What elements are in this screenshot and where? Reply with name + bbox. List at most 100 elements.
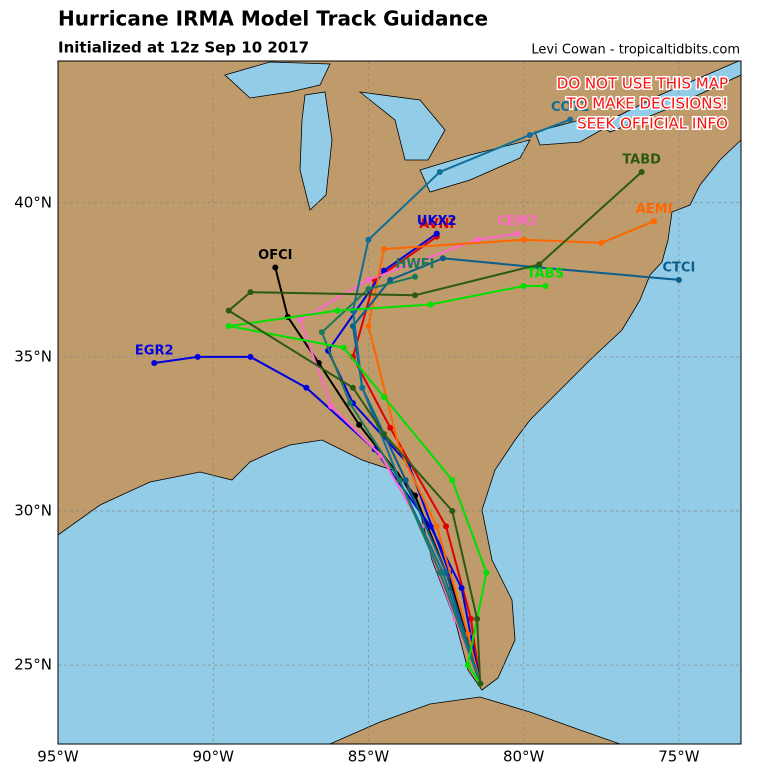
subtitle: Initialized at 12z Sep 10 2017 [58,39,309,57]
ocean [58,139,741,744]
track-point [675,276,682,283]
warning-line: TO MAKE DECISIONS! [566,95,728,113]
basemap [58,61,741,744]
track-point [151,360,158,367]
track-point [567,116,574,123]
track-point [387,424,394,431]
track-point [477,680,484,687]
model-label: AVNI [419,217,454,232]
track-point [380,430,387,437]
track-point [356,421,363,428]
y-tick-label: 30°N [14,501,52,519]
track-point [365,286,372,293]
x-tick-label: 80°W [503,748,545,766]
track-point [638,168,645,175]
track-point [340,344,347,351]
warning-line: SEEK OFFICIAL INFO [577,115,728,133]
track-point [598,239,605,246]
track-point [365,276,372,283]
model-label: COT2 [551,100,590,115]
track-point [346,400,353,407]
track-point [272,264,279,271]
y-tick-label: 35°N [14,347,52,365]
x-tick-label: 95°W [37,748,79,766]
track-point [467,615,474,622]
track-point [439,255,446,262]
track-point [396,477,403,484]
warning-line: DO NOT USE THIS MAP [557,75,728,93]
model-label: UKX2 [417,214,457,229]
x-tick-label: 75°W [658,748,700,766]
lake-erie [419,139,531,193]
lake-superior [224,61,331,99]
track-point [225,307,232,314]
y-tick-label: 25°N [14,656,52,674]
model-label: CEM2 [497,214,537,229]
track-point [436,569,443,576]
title: Hurricane IRMA Model Track Guidance [58,7,488,31]
x-tick-label: 90°W [193,748,235,766]
model-label: TABS [527,266,564,281]
track-point [380,267,387,274]
track-point [427,523,434,530]
track-point [402,477,409,484]
model-label: AEMI [636,202,673,217]
track-point [542,282,549,289]
track-point [303,384,310,391]
track-point [433,230,440,237]
warning: DO NOT USE THIS MAP TO MAKE DECISIONS! SEE… [555,73,729,134]
track-point [651,218,658,225]
model-label: HWFI [396,257,435,272]
track-point [365,236,372,243]
track-point [349,384,356,391]
track-point [318,329,325,336]
track-point [443,523,450,530]
track-point [359,384,366,391]
track-point [520,236,527,243]
grid: 95°W 90°W 85°W 80°W 75°W 25°N 30°N 35°N 40°N [14,61,741,766]
track-point [526,131,533,138]
track-point [483,569,490,576]
model-label: OFCI [258,248,292,263]
track-line [227,171,643,684]
track-point [427,301,434,308]
track-point [247,353,254,360]
track-point [514,230,521,237]
track-point [247,289,254,296]
track-point [365,323,372,330]
track-point [225,323,232,330]
model-label: CTCI [663,260,696,275]
cuba [329,696,621,744]
track-point [387,276,394,283]
track-line [154,355,482,684]
y-tick-label: 40°N [14,193,52,211]
track-point [474,615,481,622]
track-point [520,282,527,289]
track-point [334,307,341,314]
track-point [412,273,419,280]
track-point [449,477,456,484]
track-point [436,168,443,175]
track-point [458,585,465,592]
track-point [380,246,387,253]
frame [57,60,742,745]
lake-ontario [534,119,606,146]
credit: Levi Cowan - tropicaltidbits.com [531,43,740,58]
track-point [449,507,456,514]
model-label: TABD [622,152,661,167]
lake-huron [358,91,446,161]
track-point [328,403,335,410]
track-point [297,316,304,323]
track-point [433,523,440,530]
track-point [474,236,481,243]
x-tick-label: 85°W [348,748,390,766]
track-point [536,261,543,268]
track-point [412,292,419,299]
track-point [194,353,201,360]
track-point [380,393,387,400]
track-point [464,662,471,669]
model-label: EGR2 [135,344,174,359]
st-lawrence [599,61,741,133]
